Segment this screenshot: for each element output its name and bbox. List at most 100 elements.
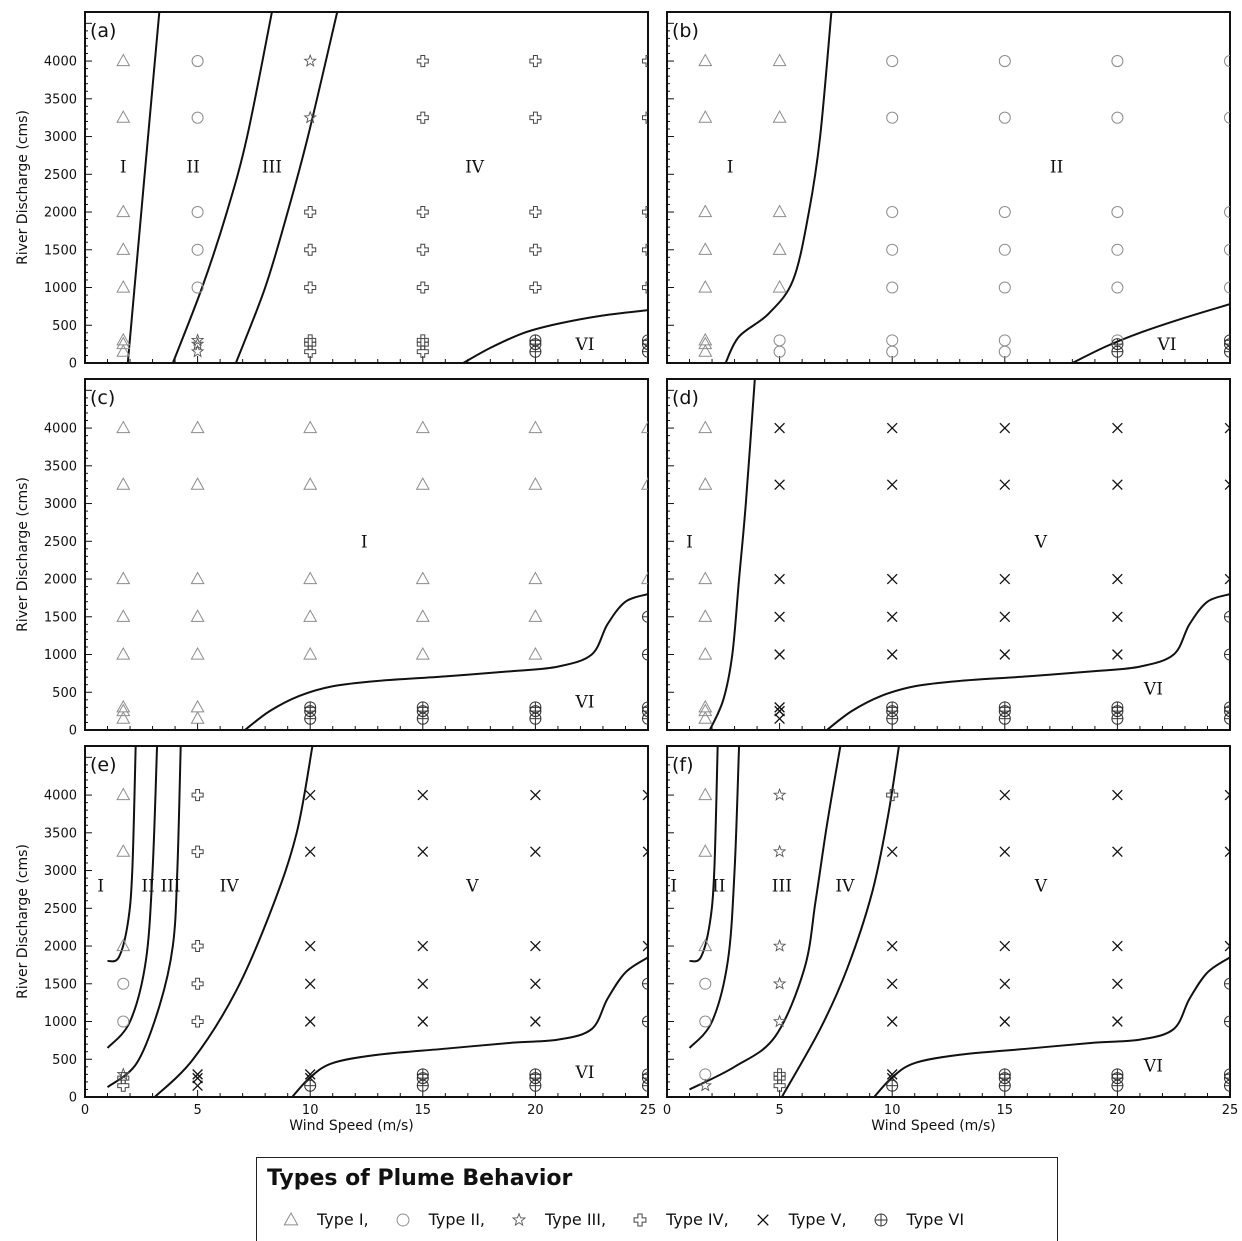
star-marker-point bbox=[772, 1014, 787, 1028]
tick-marks bbox=[84, 389, 649, 731]
triangle-marker-point bbox=[698, 332, 713, 346]
regime-boundary-line bbox=[462, 309, 648, 363]
legend-marker bbox=[756, 1213, 769, 1226]
legend-marker bbox=[633, 1213, 647, 1226]
plus-marker-point bbox=[191, 940, 204, 953]
plus-marker-point bbox=[529, 243, 542, 256]
legend-item-type-iii: Type III, bbox=[511, 1210, 606, 1229]
circle-plus-marker-point bbox=[416, 712, 429, 725]
x-tick-label: 20 bbox=[527, 1103, 544, 1118]
plus-marker-point bbox=[416, 338, 429, 351]
panel-a: 0 500 1000 1500 2000 2500 3000 3500 4000 River Di… bbox=[15, 11, 649, 372]
tick-marks bbox=[666, 756, 1231, 1098]
legend-items: Type I, Type II, Type III, Type IV, Type… bbox=[283, 1210, 990, 1229]
circle-plus-marker-point bbox=[1223, 610, 1230, 623]
circle-plus-marker-point bbox=[641, 977, 648, 990]
tick-marks bbox=[666, 22, 1231, 364]
y-axis-title: River Discharge (cms) bbox=[15, 477, 31, 632]
triangle-marker-point bbox=[190, 699, 205, 713]
star-marker-point bbox=[303, 110, 317, 124]
x-marker-point bbox=[1112, 1016, 1123, 1027]
triangle-marker-point bbox=[303, 646, 318, 660]
x-marker-icon bbox=[756, 1213, 769, 1226]
x-tick-label: 5 bbox=[193, 1103, 201, 1118]
triangle-marker-point bbox=[116, 477, 131, 490]
triangle-marker-point bbox=[116, 336, 131, 350]
x-tick-label: 0 bbox=[663, 1103, 671, 1118]
y-tick-label: 1000 bbox=[44, 281, 77, 296]
region-label: I bbox=[686, 532, 693, 552]
x-marker-point bbox=[999, 649, 1011, 660]
circle-plus-marker-point bbox=[998, 712, 1011, 725]
circle-plus-marker-point bbox=[641, 1015, 648, 1028]
data-points bbox=[698, 787, 1230, 1092]
circle-marker-icon bbox=[396, 1213, 410, 1226]
triangle-marker-point bbox=[116, 699, 131, 713]
circle-marker-point bbox=[1111, 111, 1124, 124]
x-marker-point bbox=[304, 940, 316, 952]
x-marker-point bbox=[1112, 479, 1123, 491]
x-tick-label: 10 bbox=[884, 1103, 901, 1118]
triangle-marker-point bbox=[415, 609, 430, 622]
y-tick-label: 2000 bbox=[44, 573, 77, 588]
circle-plus-marker-point bbox=[641, 648, 648, 661]
regime-boundaries bbox=[724, 12, 1230, 363]
y-tick-label: 2500 bbox=[44, 535, 77, 550]
legend-title: Types of Plume Behavior bbox=[267, 1166, 573, 1191]
x-marker-point bbox=[192, 1069, 203, 1080]
data-points bbox=[116, 420, 648, 725]
plus-marker-point bbox=[641, 206, 648, 219]
region-label: III bbox=[772, 877, 792, 897]
x-marker-point bbox=[1112, 611, 1123, 623]
circle-plus-marker-point bbox=[304, 1079, 317, 1092]
legend-label: Type I, bbox=[317, 1210, 369, 1229]
legend-box: Types of Plume Behavior Type I, Type II,… bbox=[256, 1157, 1058, 1241]
plus-marker-point bbox=[641, 111, 648, 124]
plus-marker-icon bbox=[633, 1213, 647, 1226]
x-tick-label: 5 bbox=[775, 1103, 783, 1118]
regime-boundary-line bbox=[171, 12, 273, 363]
circle-marker-point bbox=[886, 206, 899, 219]
triangle-marker-point bbox=[772, 204, 787, 218]
legend-label: Type III, bbox=[545, 1210, 607, 1229]
region-label: V bbox=[1034, 877, 1048, 897]
y-tick-label: 500 bbox=[52, 319, 77, 334]
regime-boundary-line bbox=[106, 746, 182, 1088]
y-axis-title: River Discharge (cms) bbox=[15, 844, 31, 999]
x-marker-point bbox=[1112, 422, 1123, 434]
x-tick-label: 25 bbox=[640, 1103, 657, 1118]
circle-plus-marker-point bbox=[886, 712, 899, 725]
circle-plus-marker-point bbox=[529, 712, 542, 725]
regime-boundary-line bbox=[126, 12, 161, 363]
y-tick-label: 3000 bbox=[44, 130, 77, 145]
x-marker-point bbox=[774, 611, 785, 623]
x-axis-title: Wind Speed (m/s) bbox=[871, 1118, 996, 1134]
circle-marker-point bbox=[191, 281, 204, 294]
panel-c: 0 500 1000 1500 2000 2500 3000 3500 4000 River Di… bbox=[15, 378, 649, 739]
legend-item-type-i: Type I, bbox=[283, 1210, 369, 1229]
x-marker-point bbox=[774, 713, 785, 725]
x-marker-point bbox=[999, 978, 1011, 990]
circle-plus-marker-point bbox=[529, 345, 542, 358]
triangle-marker-point bbox=[640, 477, 648, 490]
y-tick-label: 0 bbox=[69, 357, 77, 372]
plus-marker-point bbox=[416, 206, 429, 219]
triangle-marker-point bbox=[528, 646, 543, 660]
x-marker-point bbox=[886, 940, 898, 952]
plus-marker-point bbox=[529, 206, 542, 219]
star-marker-point bbox=[772, 787, 787, 801]
triangle-marker-point bbox=[528, 477, 543, 490]
x-marker-point bbox=[192, 1072, 203, 1084]
plus-marker-point bbox=[773, 1079, 786, 1092]
region-label: I bbox=[97, 877, 104, 897]
x-marker-point bbox=[1224, 422, 1230, 434]
y-tick-label: 4000 bbox=[44, 789, 77, 804]
circle-marker-point bbox=[191, 206, 204, 219]
circle-plus-marker-point bbox=[529, 1079, 542, 1092]
y-tick-label: 0 bbox=[69, 724, 77, 739]
triangle-marker-point bbox=[116, 938, 131, 952]
triangle-marker-point bbox=[116, 242, 131, 255]
circle-marker-point bbox=[773, 345, 786, 358]
circle-marker-point bbox=[1223, 111, 1230, 124]
